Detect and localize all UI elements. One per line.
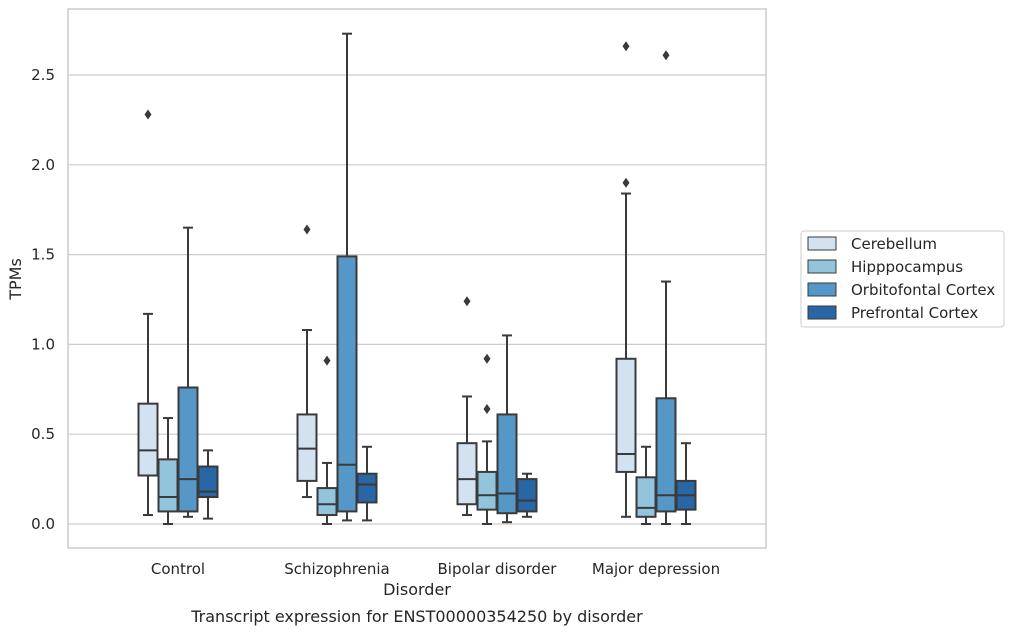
x-tick-labels: Control Schizophrenia Bipolar disorder Majo… xyxy=(151,560,720,578)
box-cerebellum xyxy=(456,296,478,517)
outlier-point xyxy=(144,109,152,120)
box-body xyxy=(177,386,199,513)
box-orbitofontal-cortex xyxy=(177,226,199,518)
outlier-point xyxy=(662,50,670,61)
box-body xyxy=(137,402,159,477)
y-axis-title: TPMs xyxy=(6,258,25,301)
legend-swatch xyxy=(807,259,837,274)
box-body xyxy=(476,470,498,511)
box-body xyxy=(655,397,677,513)
x-axis-title: Disorder xyxy=(383,580,451,599)
y-tick-label: 0.5 xyxy=(31,425,55,443)
box-body xyxy=(615,357,637,473)
box-prefrontal-cortex xyxy=(197,449,219,520)
outlier-point xyxy=(483,353,491,364)
box-body xyxy=(635,476,657,518)
outlier-point xyxy=(323,355,331,366)
x-tick-label: Major depression xyxy=(592,560,720,578)
y-tick-label: 2.5 xyxy=(31,66,55,84)
outlier-point xyxy=(463,296,471,307)
box-body xyxy=(197,465,219,499)
y-tick-label: 1.5 xyxy=(31,246,55,264)
x-tick-label: Bipolar disorder xyxy=(438,560,558,578)
outlier-point xyxy=(622,177,630,188)
x-tick-label: Schizophrenia xyxy=(284,560,389,578)
box-body xyxy=(356,472,378,504)
box-orbitofontal-cortex xyxy=(336,32,358,522)
outlier-point xyxy=(483,404,491,415)
legend-label: Hipppocampus xyxy=(851,258,963,276)
box-orbitofontal-cortex xyxy=(496,334,518,524)
box-orbitofontal-cortex xyxy=(655,50,677,525)
legend-label: Orbitofontal Cortex xyxy=(851,281,995,299)
box-body xyxy=(316,487,338,517)
box-body xyxy=(456,442,478,506)
legend: Cerebellum Hipppocampus Orbitofontal Corte… xyxy=(800,230,1005,328)
y-tick-label: 1.0 xyxy=(31,335,55,353)
legend-label: Prefrontal Cortex xyxy=(851,304,978,322)
outlier-point xyxy=(303,224,311,235)
boxes xyxy=(137,32,697,525)
x-tick-label: Control xyxy=(151,560,205,578)
box-prefrontal-cortex xyxy=(675,442,697,525)
box-body xyxy=(157,458,179,513)
legend-swatch xyxy=(807,282,837,297)
outlier-point xyxy=(622,41,630,52)
box-prefrontal-cortex xyxy=(516,472,538,518)
y-tick-labels: 0.0 0.5 1.0 1.5 2.0 2.5 xyxy=(31,66,55,533)
box-cerebellum xyxy=(615,41,637,518)
box-body xyxy=(516,478,538,513)
box-cerebellum xyxy=(137,109,159,517)
chart-caption: Transcript expression for ENST0000035425… xyxy=(190,607,643,626)
box-cerebellum xyxy=(296,224,318,499)
legend-swatch xyxy=(807,236,837,251)
box-body xyxy=(496,413,518,515)
legend-frame xyxy=(800,230,1005,328)
legend-items: Cerebellum Hipppocampus Orbitofontal Corte… xyxy=(807,235,995,322)
box-prefrontal-cortex xyxy=(356,445,378,522)
y-tick-label: 2.0 xyxy=(31,156,55,174)
legend-label: Cerebellum xyxy=(851,235,937,253)
y-tick-label: 0.0 xyxy=(31,515,55,533)
legend-swatch xyxy=(807,305,837,320)
box-body xyxy=(336,255,358,513)
